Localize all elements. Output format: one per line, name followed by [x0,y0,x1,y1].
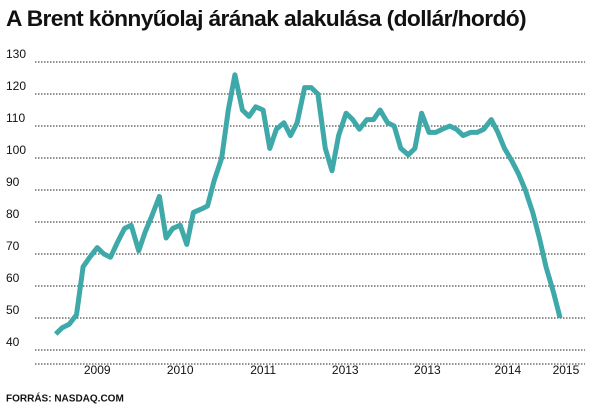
source: FORRÁS: NASDAQ.COM [6,392,124,405]
chart-title: A Brent könnyűolaj árának alakulása (dol… [6,6,526,31]
y-tick-label: 120 [6,79,26,93]
y-tick-label: 90 [6,175,20,189]
x-tick-label: 2013 [414,363,441,377]
x-tick-label: 2009 [84,363,111,377]
y-tick-label: 70 [6,239,20,253]
y-tick-label: 40 [6,335,20,349]
x-tick-label: 2010 [167,363,194,377]
y-tick-label: 110 [6,111,25,125]
y-tick-label: 130 [6,47,26,61]
x-tick-label: 2015 [553,363,580,377]
x-tick-label: 2011 [250,363,276,377]
y-tick-label: 60 [6,271,20,285]
y-tick-label: 50 [6,303,20,317]
y-tick-label: 80 [6,207,20,221]
y-tick-label: 100 [6,143,26,157]
x-tick-label: 2014 [494,363,521,377]
price-line [53,72,563,336]
x-tick-label: 2013 [332,363,359,377]
